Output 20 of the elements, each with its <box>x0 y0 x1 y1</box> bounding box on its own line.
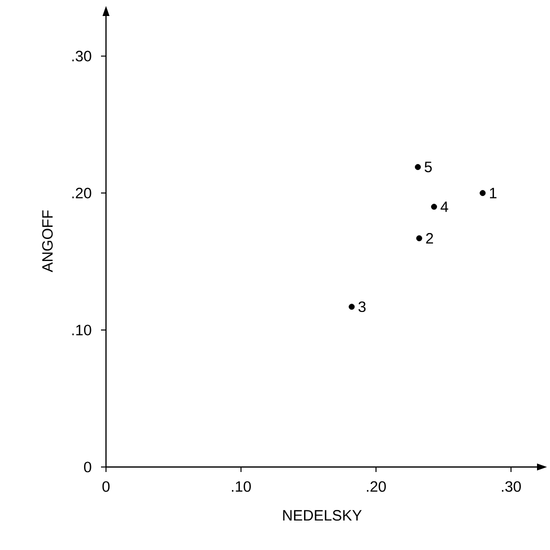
point <box>348 304 355 310</box>
x-tick-label: 0 <box>102 481 110 492</box>
annotation: 2 <box>426 233 433 244</box>
point <box>416 235 422 242</box>
annotation: 1 <box>490 188 496 198</box>
x-tick-label: .10 <box>232 481 251 492</box>
annotation: 4 <box>440 202 448 212</box>
y-tick-label: .10 <box>72 324 92 336</box>
y-tick-label: 0 <box>84 462 92 472</box>
y-tick-label: .30 <box>72 50 92 62</box>
y-tick-label: .20 <box>72 188 92 198</box>
annotation: 5 <box>424 162 432 172</box>
x-tick-label: .20 <box>366 481 386 492</box>
annotation: 3 <box>358 301 366 312</box>
y-axis-title: ANGOFF <box>42 210 53 272</box>
x-tick-label: .30 <box>502 481 521 492</box>
point <box>480 190 486 196</box>
point <box>431 204 438 210</box>
x-axis-title: NEDELSKY <box>283 510 362 521</box>
point <box>414 164 421 170</box>
